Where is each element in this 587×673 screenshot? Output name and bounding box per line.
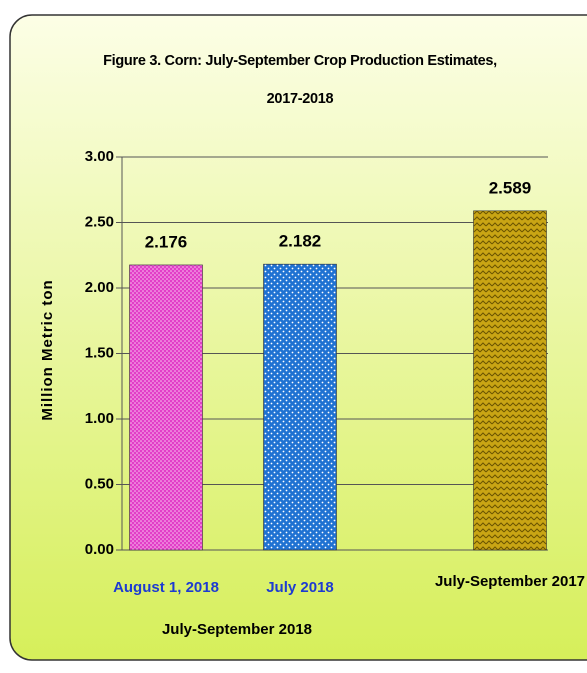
value-label: 2.182 — [279, 232, 322, 251]
bar — [473, 210, 547, 551]
y-tick-label: 0.50 — [85, 475, 114, 492]
y-tick-label: 1.50 — [85, 344, 114, 361]
x-tick-label: July-September 2017 — [435, 573, 585, 590]
y-tick-label: 1.00 — [85, 410, 114, 427]
y-tick-label: 0.00 — [85, 541, 114, 558]
y-axis-label: Million Metric ton — [39, 279, 56, 420]
y-tick-label: 2.50 — [85, 213, 114, 230]
group-label: July-September 2018 — [162, 621, 312, 638]
x-tick-label: July 2018 — [266, 579, 334, 596]
value-label: 2.176 — [145, 232, 188, 251]
chart-title: Figure 3. Corn: July-September Crop Prod… — [103, 53, 497, 107]
y-tick-label: 3.00 — [85, 148, 114, 165]
bar — [263, 263, 337, 551]
x-tick-label: August 1, 2018 — [113, 579, 219, 596]
y-tick-label: 2.00 — [85, 279, 114, 296]
bar — [129, 264, 203, 551]
value-label: 2.589 — [489, 178, 532, 197]
